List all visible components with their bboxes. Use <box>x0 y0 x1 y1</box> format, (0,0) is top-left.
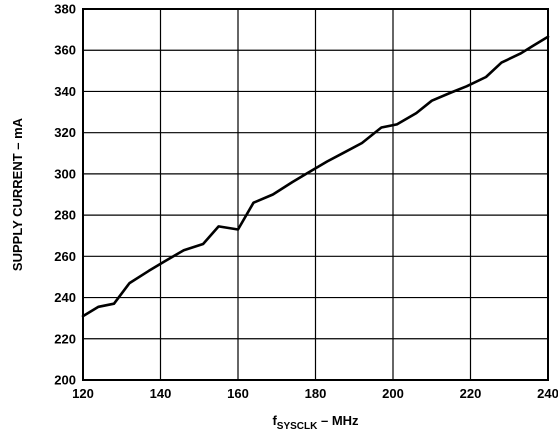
x-tick-label-120: 120 <box>72 386 94 401</box>
y-tick-label-280: 280 <box>54 208 76 223</box>
x-axis-label: fSYSCLK – MHz <box>272 413 359 432</box>
x-tick-label-160: 160 <box>227 386 249 401</box>
x-tick-label-200: 200 <box>382 386 404 401</box>
x-axis-ticks: 120 140 160 180 200 220 240 <box>72 386 558 401</box>
y-tick-label-360: 360 <box>54 43 76 58</box>
x-tick-label-240: 240 <box>537 386 558 401</box>
y-tick-label-300: 300 <box>54 166 76 181</box>
y-tick-label-260: 260 <box>54 249 76 264</box>
x-tick-label-220: 220 <box>460 386 482 401</box>
y-tick-label-220: 220 <box>54 331 76 346</box>
plot-frame <box>82 8 549 381</box>
y-tick-label-340: 340 <box>54 84 76 99</box>
y-axis-label: SUPPLY CURRENT – mA <box>10 117 25 271</box>
y-tick-label-200: 200 <box>54 373 76 388</box>
supply-current-line <box>81 35 550 318</box>
x-axis-label-subscript: SYSCLK <box>277 421 318 432</box>
y-tick-label-320: 320 <box>54 125 76 140</box>
x-axis-label-suffix: – MHz <box>317 413 359 428</box>
y-tick-label-240: 240 <box>54 290 76 305</box>
x-tick-label-140: 140 <box>150 386 172 401</box>
y-axis-ticks: 200 220 240 260 280 300 320 340 360 380 <box>54 2 76 388</box>
x-axis-label-main: f <box>272 413 277 428</box>
y-tick-label-380: 380 <box>54 2 76 17</box>
grid-lines <box>82 8 549 381</box>
x-tick-label-180: 180 <box>305 386 327 401</box>
